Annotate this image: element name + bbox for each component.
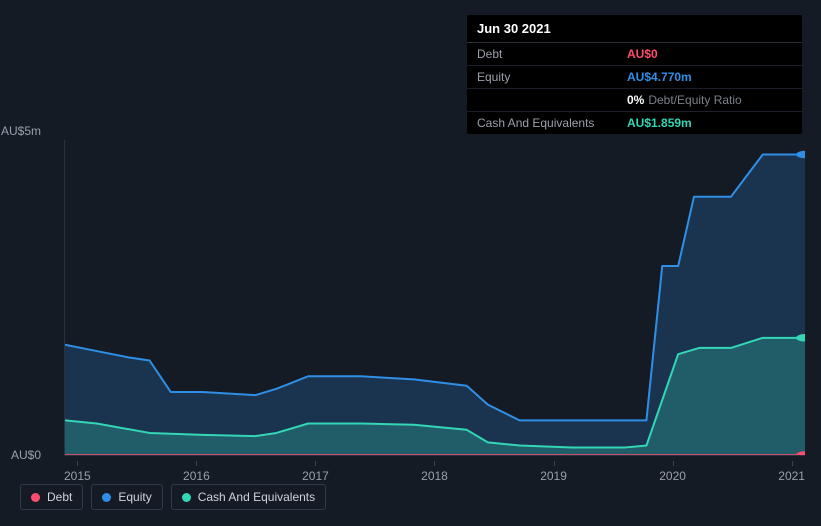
chart-plot[interactable] [64,140,805,456]
y-axis-min-label: AU$0 [0,448,41,462]
x-axis-tick: 2020 [659,469,686,483]
tooltip-rows: DebtAU$0EquityAU$4.770m0%Debt/Equity Rat… [467,43,802,134]
legend-item[interactable]: Cash And Equivalents [171,484,326,510]
x-axis: 2015 2016 2017 2018 2019 2020 2021 [64,469,805,483]
x-axis-tick: 2017 [302,469,329,483]
x-axis-tick: 2016 [183,469,210,483]
tooltip-row-label [477,93,627,107]
chart-svg [65,140,805,455]
y-axis-max-label: AU$5m [0,124,41,138]
tooltip-row-label: Cash And Equivalents [477,116,627,130]
legend-swatch [102,493,111,502]
tooltip-row-value: AU$0 [627,47,658,61]
legend-label: Equity [118,490,151,504]
chart-area: AU$5m AU$0 2015201620172018201920202021 [16,140,805,456]
x-axis-tick: 2018 [421,469,448,483]
legend-label: Cash And Equivalents [198,490,315,504]
tooltip-row-value: 0% [627,93,644,107]
legend-swatch [31,493,40,502]
tooltip-row: DebtAU$0 [467,43,802,66]
tooltip-row-value: AU$1.859m [627,116,692,130]
tooltip-row: 0% Debt/Equity Ratio [467,89,802,112]
tooltip-row-label: Equity [477,70,627,84]
tooltip-row: Cash And EquivalentsAU$1.859m [467,112,802,134]
legend-label: Debt [47,490,72,504]
tooltip-row: EquityAU$4.770m [467,66,802,89]
legend-swatch [182,493,191,502]
legend-item[interactable]: Debt [20,484,83,510]
x-axis-tick: 2015 [64,469,91,483]
tooltip-row-label: Debt [477,47,627,61]
x-axis-tick: 2019 [540,469,567,483]
chart-tooltip: Jun 30 2021 DebtAU$0EquityAU$4.770m0%Deb… [467,15,802,134]
tooltip-row-value: AU$4.770m [627,70,692,84]
tooltip-date: Jun 30 2021 [467,15,802,43]
chart-legend: Debt Equity Cash And Equivalents [20,484,326,510]
x-axis-tick: 2021 [778,469,805,483]
tooltip-row-suffix: Debt/Equity Ratio [648,93,741,107]
legend-item[interactable]: Equity [91,484,162,510]
